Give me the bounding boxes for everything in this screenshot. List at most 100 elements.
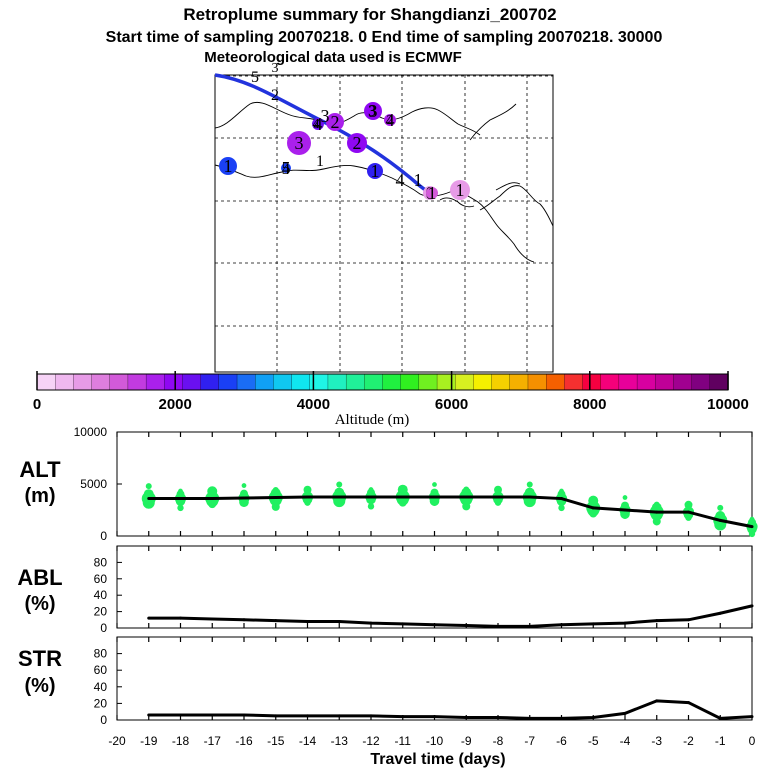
x-tick-label: -4 bbox=[620, 734, 631, 748]
colorbar-swatch bbox=[709, 373, 729, 391]
colorbar-swatch bbox=[473, 373, 493, 391]
time-series-panels: ALT (m) 0 5000 10000 ABL (%) 0 20 40 60 80 STR (%) 0 20… bbox=[17, 425, 758, 727]
panel-data-point bbox=[210, 617, 214, 621]
panel-data-point bbox=[655, 699, 659, 703]
panel-data-point bbox=[210, 497, 214, 501]
colorbar-swatch bbox=[309, 373, 329, 391]
colorbar-swatch bbox=[109, 373, 129, 391]
y-tick-label: 80 bbox=[94, 555, 108, 569]
x-axis-label: Travel time (days) bbox=[370, 751, 505, 768]
panel-ylabel: ALT bbox=[19, 457, 61, 482]
alt-scatter-point bbox=[368, 487, 374, 492]
alt-scatter-point bbox=[526, 481, 533, 488]
panel-ylabel-unit: (m) bbox=[24, 485, 55, 507]
panel-data-point bbox=[687, 618, 690, 622]
colorbar-tick-label: 2000 bbox=[159, 396, 192, 413]
x-tick-label: -9 bbox=[461, 734, 472, 748]
colorbar-swatch bbox=[182, 373, 202, 391]
panel-data-point bbox=[528, 495, 532, 499]
x-tick-label: -17 bbox=[204, 734, 222, 748]
panel-data-point bbox=[401, 495, 405, 499]
colorbar-swatch bbox=[546, 373, 565, 391]
title-line-3: Meteorological data used is ECMWF bbox=[204, 49, 462, 66]
alt-scatter-point bbox=[622, 495, 628, 500]
panel-series-line bbox=[148, 699, 753, 720]
map-marker-label: 1 bbox=[224, 156, 233, 176]
x-tick-label: -14 bbox=[299, 734, 317, 748]
colorbar-swatch bbox=[236, 373, 256, 391]
colorbar-swatch bbox=[127, 373, 147, 391]
trajectory-map: 11122334450153243411324 bbox=[214, 61, 554, 373]
title-line-1: Retroplume summary for Shangdianzi_20070… bbox=[183, 5, 556, 24]
map-marker-label: 3 bbox=[368, 103, 376, 120]
colorbar-label: Altitude (m) bbox=[335, 412, 410, 428]
x-tick-label: -20 bbox=[108, 734, 126, 748]
panel-data-point bbox=[750, 604, 754, 608]
altitude-colorbar: 0 2000 4000 6000 8000 10000 Altitude (m) bbox=[33, 371, 749, 428]
y-tick-label: 0 bbox=[100, 713, 107, 727]
map-marker-label: 5 bbox=[251, 69, 259, 86]
map-marker-label: 1 bbox=[316, 153, 324, 170]
colorbar-swatch bbox=[145, 373, 165, 391]
colorbar-swatch bbox=[382, 373, 402, 391]
panel-str: STR (%) 0 20 40 60 80 bbox=[18, 636, 754, 727]
panel-ylabel: ABL bbox=[17, 565, 62, 590]
alt-scatter-point bbox=[686, 502, 691, 507]
colorbar-swatch bbox=[55, 373, 75, 391]
x-tick-label: -10 bbox=[426, 734, 444, 748]
panel-data-point bbox=[337, 619, 341, 623]
map-marker-label: 1 bbox=[456, 180, 465, 200]
x-tick-label: -2 bbox=[683, 734, 694, 748]
colorbar-swatch bbox=[655, 373, 675, 391]
panel-alt: ALT (m) 0 5000 10000 bbox=[19, 425, 758, 543]
map-marker-label: 4 bbox=[314, 114, 323, 134]
panel-data-point bbox=[718, 716, 722, 720]
colorbar-swatch bbox=[73, 373, 93, 391]
panel-data-point bbox=[242, 618, 246, 622]
colorbar-swatch bbox=[218, 373, 238, 391]
map-marker-label: 5 bbox=[282, 158, 291, 178]
colorbar-swatch bbox=[418, 373, 438, 391]
panel-frame bbox=[116, 636, 753, 721]
panel-data-point bbox=[242, 713, 246, 717]
x-tick-label: -16 bbox=[235, 734, 253, 748]
alt-scatter-point bbox=[145, 483, 152, 490]
panel-data-point bbox=[433, 715, 436, 719]
colorbar-swatch bbox=[255, 373, 275, 391]
map-marker bbox=[281, 163, 291, 173]
map-marker bbox=[312, 118, 324, 130]
x-tick-label: -11 bbox=[395, 734, 412, 748]
colorbar-tick-label: 8000 bbox=[573, 396, 606, 413]
y-tick-label: 80 bbox=[94, 647, 108, 661]
panel-data-point bbox=[718, 518, 722, 522]
panel-data-point bbox=[560, 497, 563, 501]
panel-data-point bbox=[591, 716, 595, 720]
map-marker-label: 4 bbox=[396, 170, 405, 190]
panel-data-point bbox=[274, 714, 278, 718]
alt-scatter-point bbox=[717, 504, 724, 511]
map-marker-label: 3 bbox=[321, 106, 330, 126]
x-tick-label: -19 bbox=[140, 734, 158, 748]
panel-data-point bbox=[655, 619, 659, 623]
map-marker bbox=[364, 102, 382, 120]
alt-scatter-point bbox=[178, 488, 183, 494]
panel-data-point bbox=[274, 619, 278, 623]
panel-data-point bbox=[496, 495, 500, 499]
colorbar-tick-label: 10000 bbox=[707, 396, 749, 413]
map-marker bbox=[367, 163, 383, 179]
colorbar-swatch bbox=[564, 373, 584, 391]
map-gridlines bbox=[215, 75, 553, 372]
panel-data-point bbox=[369, 621, 373, 625]
y-tick-label: 60 bbox=[94, 663, 108, 677]
colorbar-swatch bbox=[691, 373, 711, 391]
panel-ylabel: STR bbox=[18, 646, 62, 671]
map-marker bbox=[384, 114, 396, 126]
panel-data-point bbox=[179, 616, 182, 620]
colorbar-tick-label: 0 bbox=[33, 396, 41, 413]
colorbar-swatch bbox=[364, 373, 384, 391]
colorbar-swatch bbox=[273, 373, 293, 391]
map-marker bbox=[347, 133, 367, 153]
map-marker-label: 3 bbox=[295, 133, 304, 153]
colorbar-swatch bbox=[455, 373, 475, 391]
